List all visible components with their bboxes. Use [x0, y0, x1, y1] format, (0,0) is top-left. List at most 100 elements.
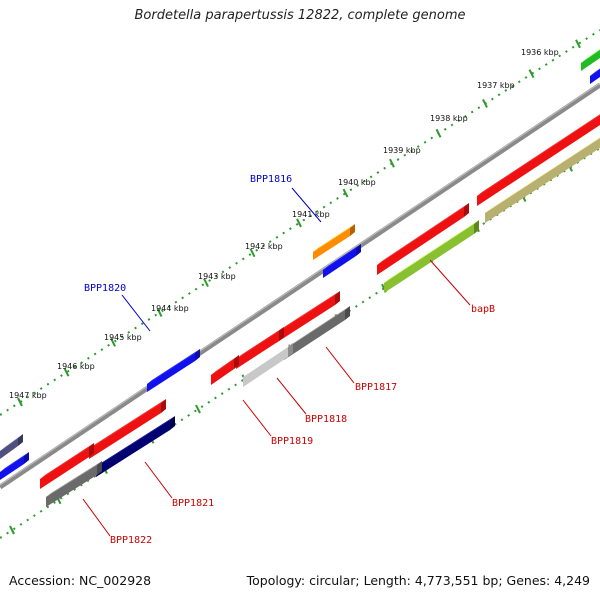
- gene-top-bevel: [581, 49, 600, 63]
- gene-bpp1817-comp[interactable]: [284, 306, 350, 360]
- tick-mark: [249, 248, 256, 258]
- gene-bpp1817[interactable]: [276, 291, 340, 343]
- gene-end-cap: [474, 220, 479, 234]
- gene-end-cap: [24, 452, 29, 464]
- gene-bpp1821[interactable]: [89, 399, 166, 459]
- gene-labels: BPP1816 BPP1820 bapB BPP1817 BPP1818 BPP…: [84, 174, 495, 546]
- gene-end-cap: [89, 443, 94, 457]
- gene-top-bevel: [96, 416, 175, 467]
- gene-face: [284, 310, 345, 360]
- gene-face: [243, 347, 288, 387]
- gene-end-cap: [350, 224, 355, 236]
- gene-face: [40, 447, 89, 489]
- gene-bpp1821-comp[interactable]: [96, 416, 175, 477]
- tick-mark: [17, 397, 23, 407]
- gene-label-bpp1820[interactable]: BPP1820: [84, 283, 126, 294]
- leader-bpp1820: [121, 294, 151, 332]
- gene-bpp1818-comp[interactable]: [243, 343, 293, 387]
- gene-bapb-comp[interactable]: [384, 220, 479, 293]
- tick-label: 1946 kbp: [57, 362, 95, 371]
- gene-bpp1822-comp[interactable]: [46, 461, 102, 507]
- gene-face: [0, 456, 24, 480]
- gene-bapb[interactable]: [377, 203, 469, 275]
- leader-bpp1818: [276, 377, 307, 415]
- tick-label: 1940 kbp: [338, 178, 376, 187]
- gene-bpp1816[interactable]: [313, 224, 355, 260]
- tick-label: 1937 kbp: [477, 81, 515, 90]
- tick-label: 1944 kbp: [151, 304, 189, 313]
- tick-label: 1941 kbp: [292, 210, 330, 219]
- gene-top-bevel: [590, 68, 600, 76]
- gene-features: [0, 46, 600, 507]
- gene-face: [377, 207, 464, 275]
- accession-text: Accession: NC_002928: [9, 573, 152, 588]
- gene-end-cap: [195, 349, 200, 361]
- tick-mark: [203, 278, 209, 288]
- gene-face: [147, 353, 195, 392]
- tick-mark: [575, 39, 581, 49]
- gene-face: [485, 138, 600, 223]
- leader-bpp1822: [82, 498, 111, 537]
- genome-backbone-highlight: [0, 82, 600, 486]
- gene-blue-edge[interactable]: [590, 65, 600, 84]
- gene-bpp1820[interactable]: [147, 349, 200, 392]
- gene-top-bevel: [284, 306, 350, 350]
- tick-mark: [156, 307, 163, 317]
- gene-bpp1818[interactable]: [236, 327, 284, 369]
- leader-bpp1817: [325, 346, 355, 384]
- gene-end-cap: [345, 306, 350, 320]
- gene-label-bapb[interactable]: bapB: [471, 304, 495, 315]
- gene-bpp1822[interactable]: [40, 443, 94, 489]
- gene-top-bevel: [0, 434, 23, 451]
- gene-face: [89, 403, 161, 459]
- gene-label-bpp1816[interactable]: BPP1816: [250, 174, 292, 185]
- tick-mark: [296, 218, 302, 228]
- gene-top-bevel: [384, 220, 479, 283]
- leader-bapb: [429, 259, 471, 306]
- gene-end-cap: [170, 416, 175, 430]
- gene-face: [581, 50, 600, 71]
- tick-label: 1947 kbp: [9, 391, 47, 400]
- gene-end-cap: [356, 244, 361, 256]
- gene-top-bevel: [147, 349, 200, 384]
- gene-bpp1819[interactable]: [211, 355, 239, 385]
- gene-top-bevel: [485, 137, 600, 213]
- tick-label: 1942 kbp: [245, 242, 283, 251]
- leader-bpp1819: [242, 399, 272, 437]
- gene-label-bpp1822[interactable]: BPP1822: [110, 535, 152, 546]
- tick-label: 1945 kbp: [104, 333, 142, 342]
- gene-olive[interactable]: [485, 134, 600, 223]
- tick-mark: [389, 158, 395, 168]
- gene-face: [276, 295, 335, 343]
- gene-face: [46, 465, 97, 507]
- gene-end-cap: [464, 203, 469, 217]
- gene-red-top[interactable]: [477, 111, 600, 206]
- gene-top-bevel: [377, 203, 469, 265]
- tick-label: 1939 kbp: [383, 146, 421, 155]
- gene-slate-edge[interactable]: [0, 434, 23, 459]
- gene-blue-small[interactable]: [323, 244, 361, 278]
- gene-label-bpp1817[interactable]: BPP1817: [355, 382, 397, 393]
- genome-summary-text: Topology: circular; Length: 4,773,551 bp…: [246, 573, 590, 588]
- gene-blue-left-edge[interactable]: [0, 452, 29, 480]
- gene-green-edge[interactable]: [581, 46, 600, 71]
- gene-top-bevel: [211, 355, 239, 375]
- gene-label-bpp1818[interactable]: BPP1818: [305, 414, 347, 425]
- tick-label: 1943 kbp: [198, 272, 236, 281]
- gene-end-cap: [288, 343, 293, 357]
- tick-mark: [528, 69, 535, 79]
- gene-label-bpp1821[interactable]: BPP1821: [172, 498, 214, 509]
- gene-end-cap: [97, 461, 102, 475]
- gene-face: [313, 228, 350, 260]
- gene-end-cap: [161, 399, 166, 413]
- tick-label: 1936 kbp: [521, 48, 559, 57]
- genome-backbone: [0, 82, 600, 490]
- gene-top-bevel: [477, 114, 600, 196]
- gene-label-bpp1819[interactable]: BPP1819: [271, 436, 313, 447]
- gene-top-bevel: [89, 399, 166, 449]
- tick-mark: [9, 525, 15, 535]
- gene-top-bevel: [276, 291, 340, 333]
- tick-mark: [435, 128, 442, 138]
- gene-face: [96, 420, 170, 477]
